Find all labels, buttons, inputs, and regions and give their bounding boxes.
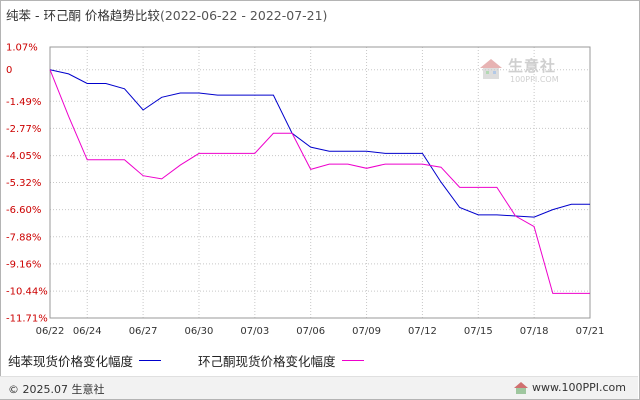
footer-site-link[interactable]: www.100PPI.com xyxy=(532,381,626,394)
chart-title-text: 纯苯 - 环己酮 价格趋势比较 xyxy=(6,8,160,23)
watermark-url: 100PPI.COM xyxy=(510,75,559,84)
y-tick-label: -9.16% xyxy=(6,259,41,270)
house-logo-icon xyxy=(480,59,502,79)
legend-item-series1: 纯苯现货价格变化幅度 xyxy=(8,351,162,370)
y-tick-label: 0 xyxy=(6,65,12,76)
x-tick-label: 07/03 xyxy=(240,326,269,337)
chart-title: 纯苯 - 环己酮 价格趋势比较(2022-06-22 - 2022-07-21) xyxy=(6,5,327,24)
house-logo-icon xyxy=(513,382,528,394)
series-line-2 xyxy=(49,69,590,294)
line-chart: 1.07% 0 -1.49% -2.77% -4.05% -5.32% -6.60% -7.8… xyxy=(6,43,605,338)
legend-swatch-series2 xyxy=(341,360,364,361)
y-tick-label: -11.71% xyxy=(6,314,48,325)
y-tick-label: -5.32% xyxy=(6,178,41,189)
watermark-brand: 生意社 xyxy=(508,57,557,75)
y-tick-label: -1.49% xyxy=(6,97,41,108)
footer-site[interactable]: www.100PPI.com xyxy=(513,381,626,395)
legend-label-series1: 纯苯现货价格变化幅度 xyxy=(8,354,134,369)
y-tick-label: 1.07% xyxy=(6,43,38,54)
footer-copyright: © 2025.07 生意社 xyxy=(8,383,105,396)
y-tick-label: -2.77% xyxy=(6,124,41,135)
x-tick-label: 06/24 xyxy=(73,326,102,337)
x-tick-label: 07/09 xyxy=(352,326,381,337)
x-tick-label: 06/22 xyxy=(36,326,65,337)
plot-area-border xyxy=(49,46,591,319)
x-tick-label: 07/18 xyxy=(520,326,549,337)
y-tick-label: -7.88% xyxy=(6,232,41,243)
chart-title-date-range: (2022-06-22 - 2022-07-21) xyxy=(159,8,328,23)
y-tick-label: -4.05% xyxy=(6,151,41,162)
legend-item-series2: 环己酮现货价格变化幅度 xyxy=(198,351,364,370)
footer-bar: © 2025.07 生意社 www.100PPI.com xyxy=(0,376,638,399)
x-tick-label: 06/30 xyxy=(185,326,214,337)
x-tick-label: 07/15 xyxy=(464,326,493,337)
x-tick-label: 07/12 xyxy=(408,326,437,337)
y-tick-label: -6.60% xyxy=(6,205,41,216)
series-line-1 xyxy=(49,69,590,218)
x-tick-label: 07/06 xyxy=(296,326,325,337)
legend-label-series2: 环己酮现货价格变化幅度 xyxy=(198,354,336,369)
watermark: 生意社 100PPI.COM xyxy=(478,55,578,91)
x-tick-label: 07/21 xyxy=(576,326,605,337)
y-tick-label: -10.44% xyxy=(6,287,48,298)
legend-swatch-series1 xyxy=(139,360,162,361)
x-tick-label: 06/27 xyxy=(129,326,158,337)
